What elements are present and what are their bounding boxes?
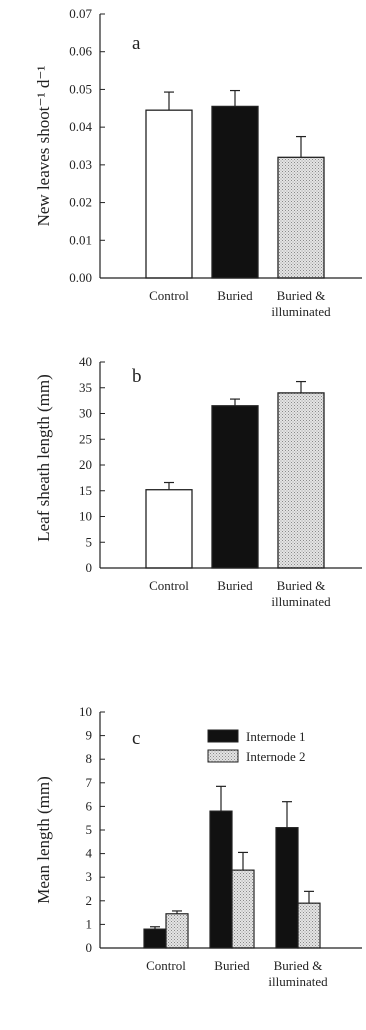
panel-c-error-bar-internode2-control — [172, 910, 182, 914]
panel-b-bar-buried-illuminated — [277, 392, 325, 569]
panel-c-label: c — [132, 728, 140, 749]
panel-a-error-bar-buried-illuminated — [296, 135, 306, 158]
legend-swatch-internode-1 — [207, 729, 239, 743]
panel-b-y-tick-label: 15 — [79, 483, 92, 498]
panel-a-axes — [99, 13, 362, 279]
panel-a-bar-buried-illuminated — [277, 156, 325, 279]
panel-a-y-tick-labels: 0.00 0.01 0.02 0.03 0.04 0.05 0.06 0.07 — [69, 6, 92, 285]
panel-b-axes — [99, 361, 362, 569]
panel-c-category-label-buried: Buried — [214, 958, 250, 973]
panel-a-category-labels: Control Buried Buried & illuminated — [149, 288, 331, 319]
panel-a-category-label-control: Control — [149, 288, 189, 303]
panel-a-y-tick-label: 0.06 — [69, 44, 92, 59]
panel-a-error-bar-control — [164, 91, 174, 111]
panel-c-axes — [99, 711, 362, 949]
panel-c-category-labels: Control Buried Buried & illuminated — [146, 958, 328, 989]
panel-b-leaf-sheath-chart: Leaf sheath length (mm) b 0 5 10 15 20 25 30 35… — [34, 354, 362, 609]
panel-a-bars — [145, 89, 325, 279]
panel-c-error-bar-internode1-buried-illuminated — [282, 801, 292, 828]
legend-label-internode-1: Internode 1 — [246, 729, 306, 744]
panel-b-y-tick-label: 25 — [79, 431, 92, 446]
panel-c-y-tick-label: 10 — [79, 704, 92, 719]
panel-b-bar-buried — [211, 405, 259, 569]
panel-b-category-label-control: Control — [149, 578, 189, 593]
panel-b-y-tick-label: 20 — [79, 457, 92, 472]
panel-c-y-tick-label: 8 — [86, 751, 93, 766]
panel-c-category-label-control: Control — [146, 958, 186, 973]
panel-c-bar-internode2-control — [165, 913, 189, 949]
panel-b-error-bar-control — [164, 481, 174, 490]
panel-c-bar-internode1-buried-illuminated — [275, 827, 299, 949]
panel-a-y-tick-label: 0.01 — [69, 232, 92, 247]
panel-c-bars — [143, 785, 321, 949]
panel-c-y-tick-label: 7 — [86, 775, 93, 790]
panel-b-y-tick-label: 5 — [86, 534, 93, 549]
panel-a-y-tick-label: 0.00 — [69, 270, 92, 285]
panel-a-y-axis-label: New leaves shoot⁻¹ d⁻¹ — [34, 66, 53, 227]
panel-a-y-tick-label: 0.03 — [69, 157, 92, 172]
panel-c-bar-internode2-buried — [231, 869, 255, 949]
panel-c-bar-internode1-buried — [209, 810, 233, 949]
panel-b-bar-control — [145, 489, 193, 569]
panel-b-y-tick-labels: 0 5 10 15 20 25 30 35 40 — [79, 354, 92, 575]
panel-a-new-leaves-chart: New leaves shoot⁻¹ d⁻¹ a 0.000.010.020.0… — [34, 6, 362, 319]
panel-c-y-tick-label: 3 — [86, 869, 93, 884]
panel-b-bars — [145, 380, 325, 569]
panel-c-error-bar-internode2-buried — [238, 851, 248, 871]
panel-a-category-label-buried-illuminated: Buried & illuminated — [271, 288, 331, 319]
panel-a-category-label-buried: Buried — [217, 288, 253, 303]
panel-b-label: b — [132, 366, 142, 387]
panel-b-y-tick-label: 10 — [79, 509, 92, 524]
panel-c-error-bar-internode2-buried-illuminated — [304, 890, 314, 904]
panel-c-legend: Internode 1 Internode 2 — [207, 729, 306, 764]
panel-c-bar-internode1-control — [143, 928, 167, 949]
panel-b-y-axis-label: Leaf sheath length (mm) — [34, 374, 53, 542]
panel-c-y-tick-labels: 0 1 2 3 4 5 6 7 8 9 10 — [79, 704, 93, 955]
panel-a-y-tick-label: 0.04 — [69, 119, 92, 134]
panel-b-category-labels: Control Buried Buried & illuminated — [149, 578, 331, 609]
panel-b-y-tick-label: 35 — [79, 380, 92, 395]
panel-c-y-tick-label: 9 — [86, 728, 93, 743]
panel-a-y-tick-label: 0.02 — [69, 195, 92, 210]
legend-label-internode-2: Internode 2 — [246, 749, 306, 764]
legend-swatch-internode-2 — [207, 749, 239, 763]
panel-a-y-tick-label: 0.05 — [69, 81, 92, 96]
panel-b-category-label-buried-illuminated: Buried & illuminated — [271, 578, 331, 609]
panel-c-error-bar-internode1-control — [150, 926, 160, 930]
panel-b-y-tick-label: 0 — [86, 560, 93, 575]
panel-c-y-tick-label: 0 — [86, 940, 93, 955]
panel-a-label: a — [132, 33, 141, 54]
panel-b-error-bar-buried — [230, 398, 240, 406]
panel-b-error-bar-buried-illuminated — [296, 380, 306, 393]
panel-a-bar-control — [145, 109, 193, 279]
panel-c-y-tick-label: 5 — [86, 822, 93, 837]
panel-b-category-label-buried: Buried — [217, 578, 253, 593]
panel-c-y-tick-label: 2 — [86, 893, 93, 908]
panel-c-mean-length-chart: Mean length (mm) c 0 1 2 3 4 5 6 7 8 9 10 Control B… — [34, 704, 362, 989]
panel-a-error-bar-buried — [230, 89, 240, 107]
panel-b-y-tick-label: 40 — [79, 354, 92, 369]
panel-c-y-tick-label: 1 — [86, 916, 93, 931]
panel-b-y-tick-label: 30 — [79, 406, 92, 421]
panel-c-bar-internode2-buried-illuminated — [297, 902, 321, 949]
panel-a-bar-buried — [211, 105, 259, 279]
panel-c-y-tick-label: 4 — [86, 846, 93, 861]
panel-c-error-bar-internode1-buried — [216, 785, 226, 812]
panel-a-y-tick-label: 0.07 — [69, 6, 92, 21]
panel-c-category-label-buried-illuminated: Buried & illuminated — [268, 958, 328, 989]
panel-c-y-tick-label: 6 — [86, 798, 93, 813]
panel-c-y-axis-label: Mean length (mm) — [34, 776, 53, 903]
